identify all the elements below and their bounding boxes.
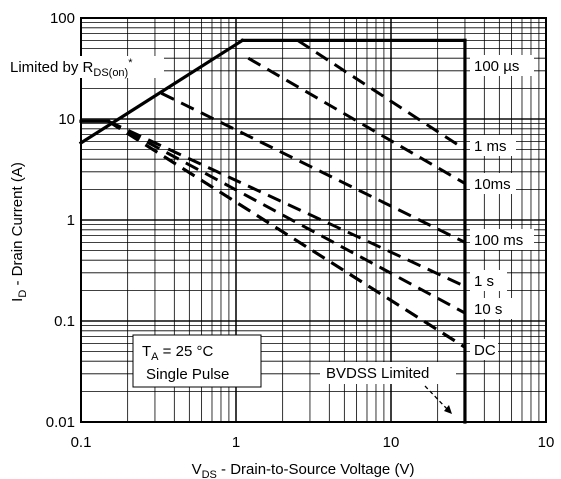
limit-lines xyxy=(78,38,467,424)
y-tick-label: 0.01 xyxy=(46,414,75,431)
axis-ticks: 0.1 1 10 10 0.01 0.1 1 10 100 xyxy=(46,10,555,451)
x-tick-label: 1 xyxy=(232,434,240,451)
bvdss-arrowhead xyxy=(444,405,452,414)
pulse-line xyxy=(107,119,466,315)
x-tick-label: 0.1 xyxy=(71,434,92,451)
x-axis-title: VDS - Drain-to-Source Voltage (V) xyxy=(192,461,415,479)
pulse-lines xyxy=(107,39,466,349)
pulse-label-bg xyxy=(470,173,516,194)
pulse-line xyxy=(247,56,466,185)
x-tick-label: 10 xyxy=(383,434,400,451)
pulse-line xyxy=(160,91,466,244)
y-tick-label: 10 xyxy=(58,111,75,128)
pulse-label: DC xyxy=(474,342,496,359)
pulse-label: 100 ms xyxy=(474,232,523,249)
temperature-note: TA = 25 °C xyxy=(142,343,213,363)
y-axis-title: ID - Drain Current (A) xyxy=(9,162,29,302)
pulse-label-bg xyxy=(470,270,507,291)
pulse-label-bg xyxy=(470,229,534,250)
pulse-label-bg xyxy=(470,55,534,76)
pulse-line xyxy=(107,119,466,349)
pulse-labels: 100 µs 1 ms 10ms 100 ms 1 s 10 s DC xyxy=(470,55,534,360)
pulse-line xyxy=(296,39,466,151)
plot-frame xyxy=(80,17,547,423)
pulse-label: 1 s xyxy=(474,273,494,290)
pulse-label: 10ms xyxy=(474,176,511,193)
rds-on-label: Limited by RDS(on)* xyxy=(10,57,133,79)
pulse-label: 100 µs xyxy=(474,58,519,75)
pulse-label-bg xyxy=(470,135,516,156)
limit-line-rds-on xyxy=(78,38,245,146)
y-tick-label: 100 xyxy=(50,10,75,27)
y-tick-label: 1 xyxy=(67,212,75,229)
pulse-label-bg xyxy=(470,298,516,319)
pulse-label: 10 s xyxy=(474,301,502,318)
bvdss-label: BVDSS Limited xyxy=(326,365,429,382)
single-pulse-note: Single Pulse xyxy=(146,366,229,383)
pulse-label: 1 ms xyxy=(474,138,507,155)
bvdss-arrow xyxy=(424,385,449,411)
x-tick-label: 10 xyxy=(538,434,555,451)
y-tick-label: 0.1 xyxy=(54,313,75,330)
pulse-label-bg xyxy=(470,339,498,360)
